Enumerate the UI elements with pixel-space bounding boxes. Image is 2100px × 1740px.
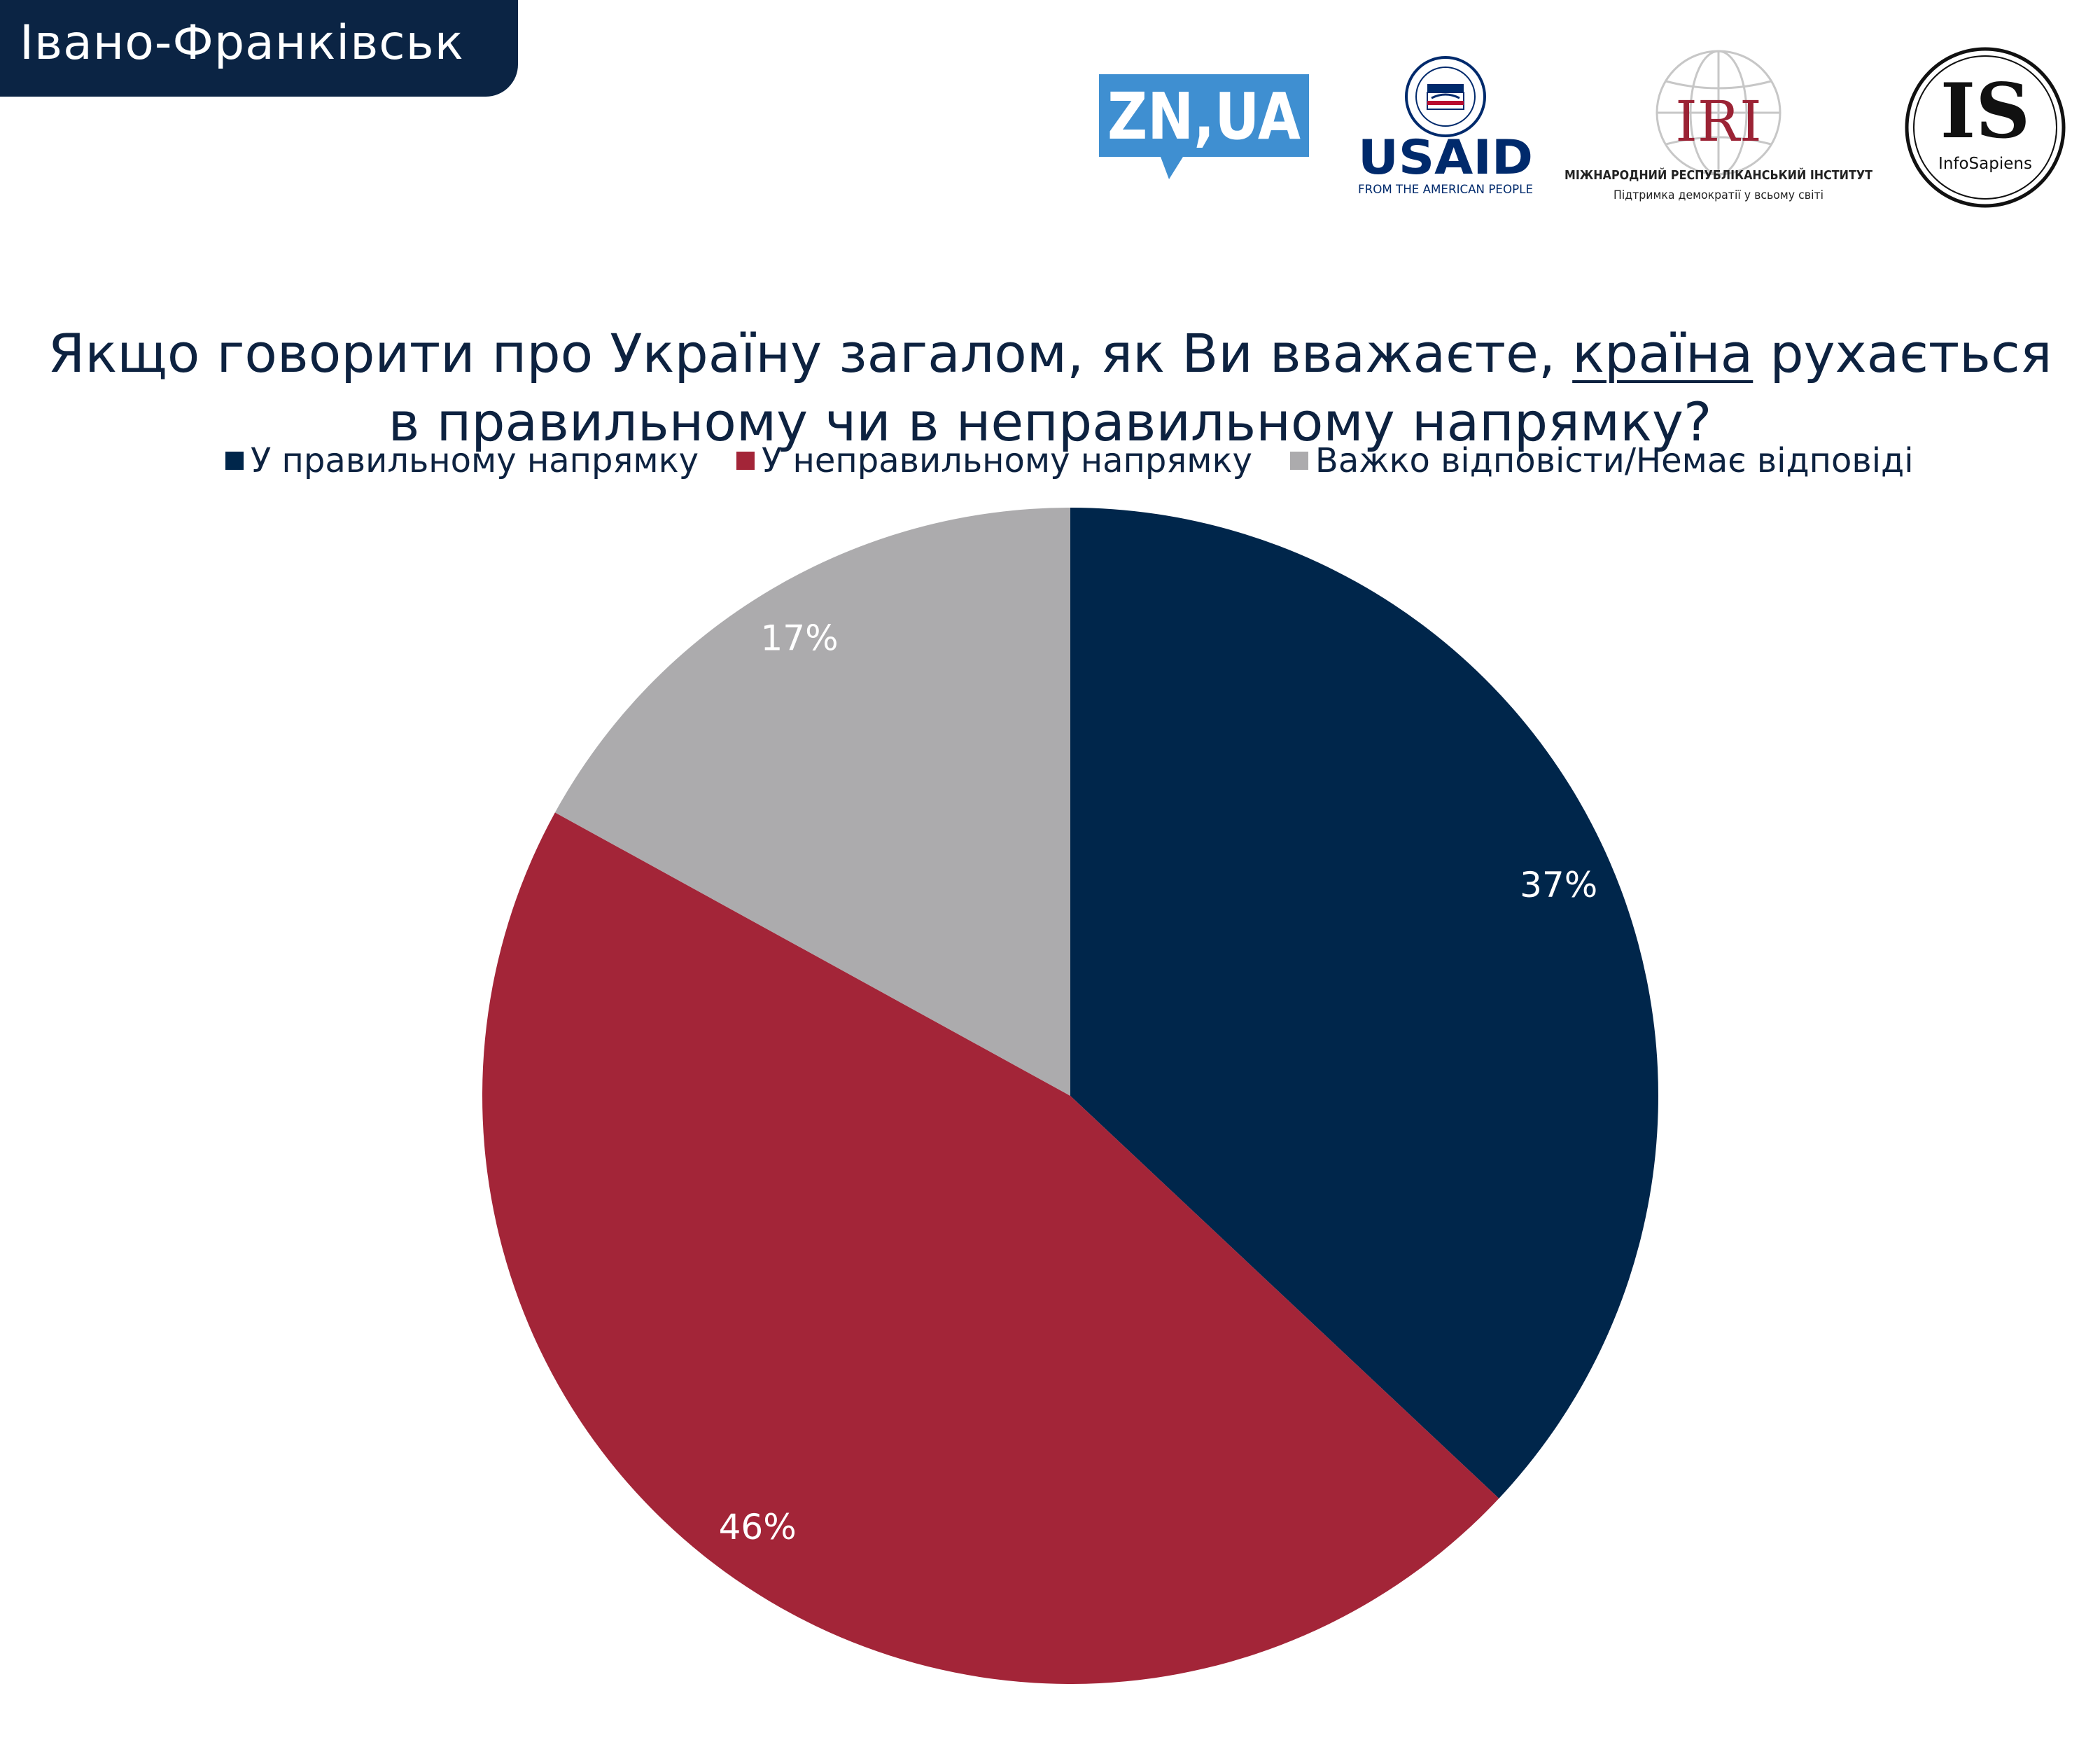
zn-ua-logo: ZN,UA [1099,74,1309,179]
legend-swatch [736,452,755,470]
chart-title-line-1: Якщо говорити про Україну загалом, як Ви… [42,319,2058,388]
zn-ua-logo-text: ZN,UA [1107,79,1301,154]
iri-wordmark: IRI [1675,89,1761,154]
legend-label: У правильному напрямку [251,441,699,480]
usaid-logo: USAID FROM THE AMERICAN PEOPLE [1358,56,1533,197]
legend-swatch [1289,452,1308,470]
usaid-seal-icon [1405,56,1486,137]
iri-name: МІЖНАРОДНИЙ РЕСПУБЛІКАНСЬКИЙ ІНСТИТУТ [1564,167,1873,183]
chart-title-underlined-word: країна [1572,321,1754,384]
is-monogram: IS [1940,67,2031,155]
infosapiens-logo: IS InfoSapiens [1905,47,2066,208]
pie-slice-label-3: 17% [760,618,838,659]
legend-item-3: Важко відповісти/Немає відповіді [1289,441,1914,480]
legend-label: У неправильному напрямку [761,441,1252,480]
chart-legend: У правильному напрямку У неправильному на… [225,440,1952,482]
legend-item-1: У правильному напрямку [225,441,699,480]
globe-icon [1656,50,1782,176]
legend-swatch [225,452,244,470]
pie-slice-2 [482,812,1499,1685]
pie-slice-1 [1070,508,1658,1499]
chart-title: Якщо говорити про Україну загалом, як Ви… [42,319,2058,457]
chart-title-line-2: в правильному чи в неправильному напрямк… [388,390,1712,453]
region-tab: Івано-Франківськ [0,0,518,97]
usaid-tagline: FROM THE AMERICAN PEOPLE [1358,183,1533,197]
pie-slice-3 [554,508,1070,1096]
region-name: Івано-Франківськ [20,15,464,71]
legend-label: Важко відповісти/Немає відповіді [1315,441,1914,480]
iri-logo: IRI МІЖНАРОДНИЙ РЕСПУБЛІКАНСЬКИЙ ІНСТИТУ… [1564,50,1873,202]
pie-slice-label-1: 37% [1520,865,1597,905]
usaid-wordmark: USAID [1358,130,1533,186]
legend-item-2: У неправильному напрямку [736,441,1252,480]
infosapiens-name: InfoSapiens [1938,155,2032,173]
chart-title-part: Якщо говорити про Україну загалом, як Ви… [48,321,1573,384]
iri-tagline: Підтримка демократії у всьому світі [1614,188,1823,202]
pie-slice-label-2: 46% [719,1507,797,1547]
chart-title-part: рухається [1753,321,2052,384]
